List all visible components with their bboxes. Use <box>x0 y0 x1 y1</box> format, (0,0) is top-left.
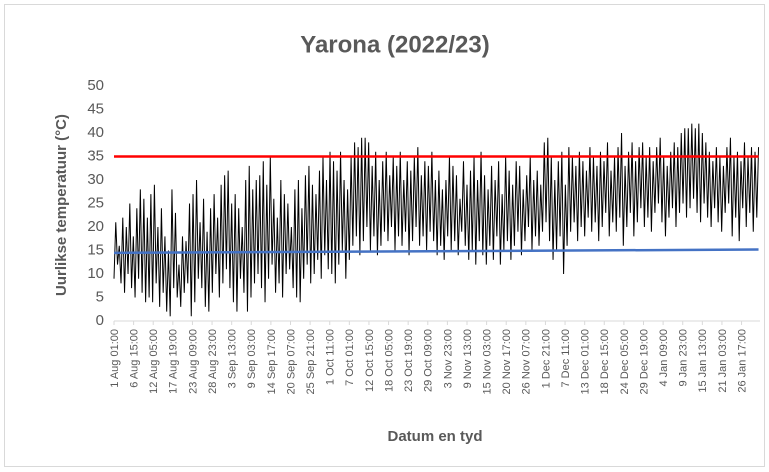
series-line <box>113 123 760 317</box>
x-tick-label: 15 Nov 03:00 <box>482 329 494 394</box>
x-tick-label: 12 Aug 05:00 <box>148 329 160 394</box>
x-tick-label: 18 Dec 15:00 <box>599 329 611 394</box>
x-tick-label: 7 Dec 11:00 <box>560 329 572 388</box>
y-tick-label: 0 <box>96 312 104 329</box>
x-tick-label: 20 Sep 07:00 <box>285 329 297 394</box>
x-tick-label: 17 Aug 19:00 <box>168 329 180 394</box>
x-tick-label: 23 Oct 19:00 <box>403 329 415 392</box>
x-tick-label: 25 Sep 21:00 <box>305 329 317 394</box>
y-axis-title: Uurlikse temperatuur (°C) <box>53 114 70 296</box>
x-tick-label: 1 Aug 01:00 <box>109 329 121 388</box>
y-tick-label: 30 <box>87 171 104 188</box>
x-tick-label: 3 Sep 13:00 <box>227 329 239 388</box>
y-tick-label: 5 <box>96 288 104 305</box>
y-tick-label: 40 <box>87 124 104 141</box>
y-tick-label: 10 <box>87 265 104 282</box>
x-tick-label: 3 Nov 23:00 <box>442 329 454 388</box>
x-tick-label: 29 Oct 09:00 <box>423 329 435 392</box>
x-tick-label: 6 Aug 15:00 <box>129 329 141 388</box>
y-tick-label: 35 <box>87 147 104 164</box>
y-tick-label: 25 <box>87 194 104 211</box>
x-tick-label: 15 Jan 13:00 <box>697 329 709 393</box>
x-tick-label: 7 Oct 01:00 <box>344 329 356 386</box>
x-tick-label: 23 Aug 09:00 <box>187 329 199 394</box>
x-tick-label: 13 Dec 01:00 <box>580 329 592 394</box>
x-tick-label: 1 Oct 11:00 <box>325 329 337 385</box>
x-tick-label: 9 Sep 03:00 <box>246 329 258 388</box>
x-tick-label: 26 Nov 07:00 <box>521 329 533 394</box>
x-tick-label: 14 Sep 17:00 <box>266 329 278 394</box>
x-tick-label: 26 Jan 17:00 <box>736 329 748 393</box>
series-line <box>113 248 759 255</box>
x-tick-label: 1 Dec 21:00 <box>540 329 552 388</box>
x-tick-label: 28 Aug 23:00 <box>207 329 219 394</box>
chart-title: Yarona (2022/23) <box>300 31 489 58</box>
x-tick-label: 9 Nov 13:00 <box>462 329 474 388</box>
x-tick-label: 4 Jan 09:00 <box>658 329 670 387</box>
y-tick-label: 50 <box>87 77 104 94</box>
x-tick-label: 20 Nov 17:00 <box>501 329 513 394</box>
x-tick-label: 29 Dec 19:00 <box>638 329 650 394</box>
x-tick-label: 21 Jan 03:00 <box>717 329 729 393</box>
x-tick-label: 12 Oct 15:00 <box>364 329 376 392</box>
x-axis-title: Datum en tyd <box>387 428 482 445</box>
chart-border <box>4 4 765 467</box>
x-tick-label: 18 Oct 05:00 <box>383 329 395 392</box>
x-tick-label: 24 Dec 05:00 <box>619 329 631 394</box>
y-tick-label: 15 <box>87 241 104 258</box>
y-tick-label: 45 <box>87 100 104 117</box>
x-tick-label: 9 Jan 23:00 <box>678 329 690 387</box>
y-tick-label: 20 <box>87 218 104 235</box>
